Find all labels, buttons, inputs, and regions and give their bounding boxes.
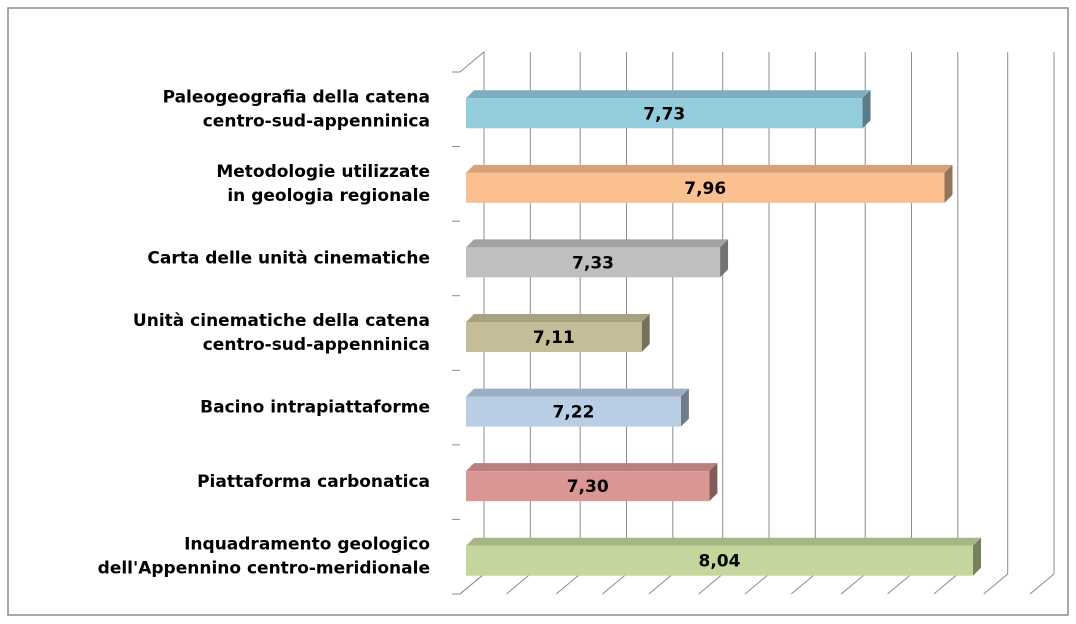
grid-line [983, 52, 1009, 595]
value-label: 7,11 [533, 328, 575, 348]
value-label: 7,73 [643, 104, 685, 124]
category-label: Bacino intrapiattaforme [200, 398, 430, 418]
bar-side [680, 388, 689, 427]
bar [466, 537, 981, 576]
value-label: 8,04 [699, 552, 741, 572]
bar-front [466, 172, 945, 203]
category-label: dell'Appennino centro-meridionale [98, 559, 430, 579]
grid-line [1029, 52, 1055, 595]
bar-side [944, 164, 953, 203]
bar [466, 463, 718, 502]
value-label: 7,30 [567, 477, 609, 497]
bar-side [973, 537, 981, 576]
bar [466, 239, 729, 278]
category-label: Unità cinematiche della catena [133, 311, 430, 331]
bar-top [466, 388, 689, 397]
category-label: Inquadramento geologico [184, 535, 430, 555]
bar-front [466, 322, 642, 352]
bar-front [466, 471, 710, 502]
category-label: Carta delle unità cinematiche [147, 248, 430, 268]
bar-front [466, 98, 863, 129]
value-label: 7,22 [552, 403, 594, 423]
bar-top [466, 463, 718, 472]
bar [466, 388, 689, 427]
bar-front [466, 247, 721, 278]
bar-side [709, 463, 718, 502]
bar-side [862, 90, 871, 129]
bar [466, 314, 650, 352]
bar-top [466, 537, 981, 546]
bar-side [641, 314, 650, 352]
category-label: centro-sud-appenninica [203, 335, 430, 355]
bar-top [466, 314, 650, 322]
bar-side [720, 239, 729, 278]
value-label: 7,33 [572, 253, 614, 273]
bar-front [466, 545, 973, 576]
value-label: 7,96 [684, 179, 726, 199]
category-label: Paleogeografia della catena [163, 87, 430, 107]
bar-top [466, 164, 953, 173]
bar-front [466, 396, 681, 427]
bar-top [466, 239, 729, 248]
category-label: in geologia regionale [227, 186, 430, 206]
bar [466, 90, 871, 129]
bar [466, 164, 953, 203]
category-label: Metodologie utilizzate [216, 162, 430, 182]
category-label: centro-sud-appenninica [203, 111, 430, 131]
bar-top [466, 90, 871, 99]
category-label: Piattaforma carbonatica [197, 472, 430, 492]
